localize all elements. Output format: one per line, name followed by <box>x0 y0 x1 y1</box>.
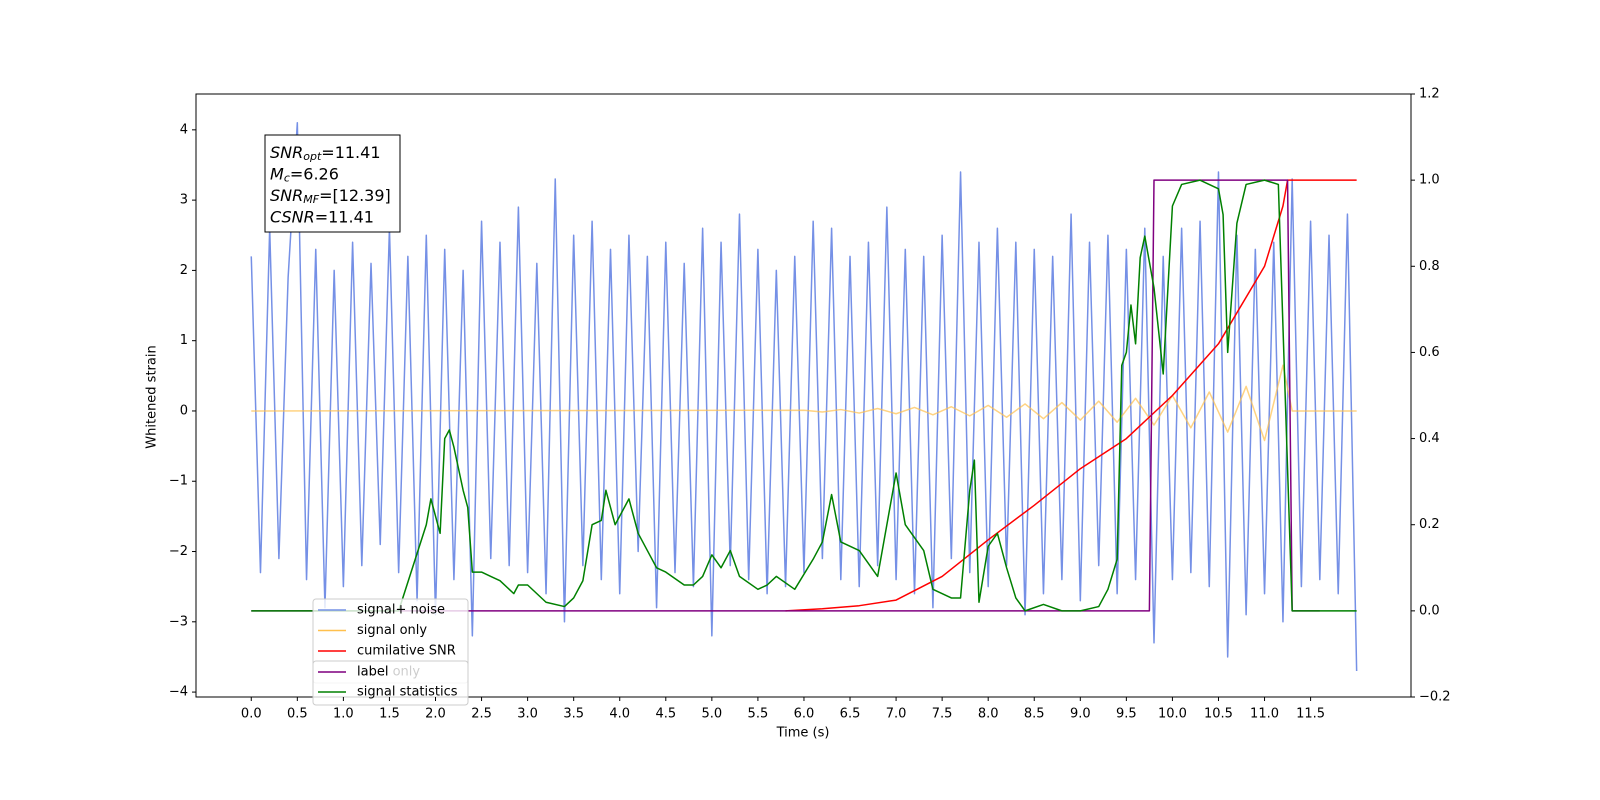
legend-label: cumilative SNR <box>357 644 456 659</box>
y-tick-label: 1 <box>180 333 188 348</box>
x-tick-label: 8.5 <box>1024 707 1045 722</box>
annotation-subscript: c <box>284 172 290 185</box>
annotation-line: SNRopt=11.41 <box>270 143 381 164</box>
x-tick-label: 4.0 <box>609 707 630 722</box>
y-tick-label: −1 <box>169 474 188 489</box>
series-line <box>785 179 1357 612</box>
y-tick-label: 4 <box>180 122 188 137</box>
y2-tick-label: −0.2 <box>1419 690 1451 705</box>
y2-tick-label: 1.0 <box>1419 173 1440 188</box>
series-line <box>251 364 1357 442</box>
y2-tick-label: 0.6 <box>1419 345 1440 360</box>
x-tick-label: 3.0 <box>517 707 538 722</box>
legend-label: signal only <box>357 623 427 638</box>
annotation-symbol: SNR <box>270 186 303 205</box>
x-tick-label: 0.5 <box>287 707 308 722</box>
x-tick-label: 1.5 <box>379 707 400 722</box>
x-tick-label: 9.5 <box>1116 707 1137 722</box>
annotation-line: SNRMF=[12.39] <box>270 186 391 207</box>
legend: signal+ noise signal only cumilative SNR la… <box>312 598 469 706</box>
x-tick-label: 8.0 <box>978 707 999 722</box>
x-tick-label: 2.0 <box>425 707 446 722</box>
annotation-symbol: SNR <box>270 143 303 162</box>
x-tick-label: 10.5 <box>1204 707 1233 722</box>
legend-frame <box>312 660 469 706</box>
x-tick-label: 6.5 <box>840 707 861 722</box>
x-tick-label: 11.5 <box>1296 707 1325 722</box>
series-line <box>251 179 1357 612</box>
x-tick-label: 1.0 <box>333 707 354 722</box>
x-tick-label: 2.5 <box>471 707 492 722</box>
x-tick-label: 7.0 <box>886 707 907 722</box>
y-tick-label: −3 <box>169 614 188 629</box>
x-tick-label: 10.0 <box>1158 707 1187 722</box>
x-tick-label: 3.5 <box>563 707 584 722</box>
x-tick-label: 5.0 <box>702 707 723 722</box>
legend-label: signal statistics <box>357 685 458 700</box>
annotation-symbol: CSNR <box>270 207 315 226</box>
y-tick-label: 3 <box>180 193 188 208</box>
x-tick-label: 4.5 <box>655 707 676 722</box>
annotation-symbol: M <box>270 164 284 183</box>
legend-label: label <box>357 665 388 680</box>
annotation-value: =11.41 <box>321 143 380 162</box>
y2-tick-label: 0.4 <box>1419 431 1440 446</box>
y2-tick-label: 0.2 <box>1419 517 1440 532</box>
annotation-frame <box>264 134 401 233</box>
annotation-value: =11.41 <box>315 207 374 226</box>
y-tick-label: 2 <box>180 263 188 278</box>
annotation-box: SNRopt=11.41Mc=6.26SNRMF=[12.39]CSNR=11.… <box>264 134 401 233</box>
x-tick-label: 11.0 <box>1250 707 1279 722</box>
x-tick-label: 7.5 <box>932 707 953 722</box>
annotation-line: Mc=6.26 <box>270 164 339 185</box>
annotation-value: =6.26 <box>290 164 339 183</box>
plot-area <box>250 122 1358 672</box>
annotation-value: =[12.39] <box>319 186 391 205</box>
x-tick-label: 0.0 <box>241 707 262 722</box>
x-tick-label: 9.0 <box>1070 707 1091 722</box>
annotation-subscript: opt <box>303 150 322 163</box>
annotation-line: CSNR=11.41 <box>270 207 374 226</box>
y-tick-label: −4 <box>169 685 188 700</box>
x-tick-label: 5.5 <box>748 707 769 722</box>
y2-tick-label: 0.0 <box>1419 603 1440 618</box>
x-axis-label: Time (s) <box>776 726 830 741</box>
y-tick-label: 0 <box>180 403 188 418</box>
y2-tick-label: 0.8 <box>1419 259 1440 274</box>
y-axis-label: Whitened strain <box>145 345 160 448</box>
y-tick-label: −2 <box>169 544 188 559</box>
y2-tick-label: 1.2 <box>1419 87 1440 102</box>
legend-label: signal+ noise <box>357 603 445 618</box>
annotation-subscript: MF <box>303 193 319 206</box>
x-tick-label: 6.0 <box>794 707 815 722</box>
